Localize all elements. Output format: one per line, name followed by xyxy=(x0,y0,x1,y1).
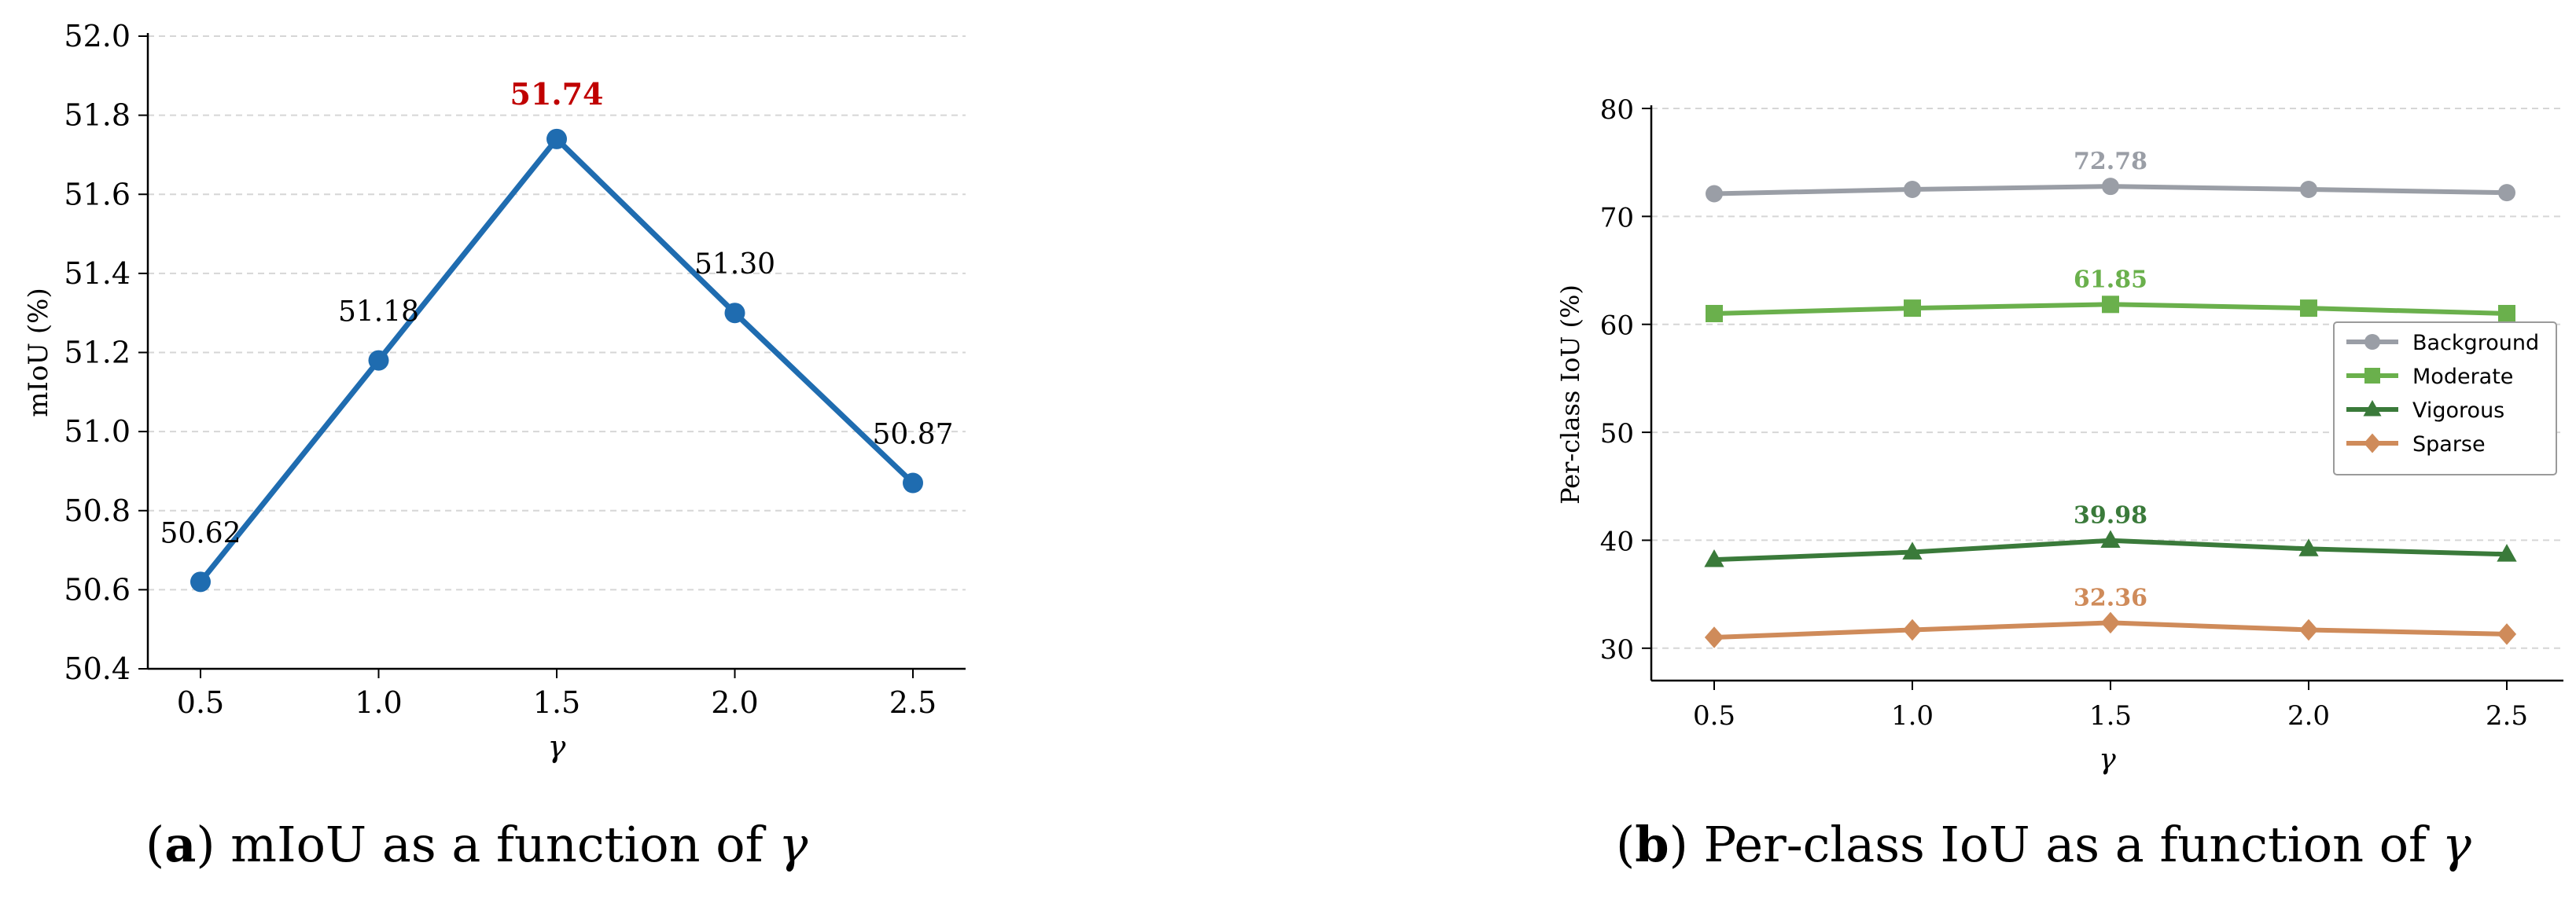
y-tick-label: 51.2 xyxy=(64,336,131,370)
y-tick-label: 60 xyxy=(1600,310,1634,342)
peak-label: 61.85 xyxy=(2074,266,2147,293)
data-point xyxy=(2300,299,2317,318)
legend-label: Vigorous xyxy=(2412,398,2504,423)
data-point xyxy=(2298,619,2319,641)
series-line xyxy=(198,136,915,584)
peak-label: 72.78 xyxy=(2074,148,2147,175)
data-point xyxy=(2298,538,2319,556)
data-point xyxy=(1706,304,1723,322)
y-tick-label: 50.4 xyxy=(64,652,131,686)
x-tick-label: 2.5 xyxy=(889,685,937,720)
legend-marker xyxy=(2364,433,2381,453)
data-point xyxy=(903,472,923,494)
y-axis-label: Per-class IoU (%) xyxy=(1555,284,1585,505)
x-tick-label: 2.0 xyxy=(2287,700,2330,732)
data-point xyxy=(1904,299,1921,318)
data-point xyxy=(1902,619,1923,641)
data-point xyxy=(368,350,389,371)
series-background: 72.78 xyxy=(1706,148,2515,203)
data-point xyxy=(2300,181,2317,199)
y-tick-label: 40 xyxy=(1600,526,1634,557)
data-label: 51.18 xyxy=(338,296,419,329)
y-tick-label: 30 xyxy=(1600,634,1634,666)
chart-mious-vs-gamma: 50.4 50.6 50.8 51.0 51.2 51.4 51.6 51.8 52.0 0.5 1… xyxy=(23,19,966,764)
x-tick-label: 2.5 xyxy=(2486,700,2528,732)
y-tick-label: 51.0 xyxy=(64,414,131,449)
data-point xyxy=(2497,623,2517,645)
y-tick-label: 51.8 xyxy=(64,98,131,133)
legend: Background Moderate Vigorous Sparse xyxy=(2333,321,2557,475)
peak-label: 32.36 xyxy=(2074,584,2147,611)
caption-b: (b) Per-class IoU as a function of γ xyxy=(1616,816,2471,873)
x-tick-label: 1.5 xyxy=(533,685,580,720)
x-axis-label: γ xyxy=(548,729,566,764)
x-tick-label: 2.0 xyxy=(711,685,758,720)
y-tick-label: 51.4 xyxy=(64,256,131,291)
data-point xyxy=(546,128,567,149)
legend-label: Moderate xyxy=(2412,365,2513,389)
data-point xyxy=(2100,530,2121,549)
caption-a: (a) mIoU as a function of γ xyxy=(145,816,808,873)
data-point xyxy=(190,571,211,593)
data-point xyxy=(2498,184,2515,202)
data-point xyxy=(724,303,745,324)
y-tick-label: 50 xyxy=(1600,418,1634,450)
y-tick-label: 50.6 xyxy=(64,572,131,607)
x-tick-label: 1.5 xyxy=(2089,700,2132,732)
legend-marker xyxy=(2363,400,2382,417)
chart-per-class-iou-vs-gamma: 30 40 50 60 70 80 0.5 1.0 1.5 2.0 2.5 γ Per-class Io… xyxy=(1555,94,2563,776)
data-label: 51.30 xyxy=(694,248,775,281)
y-tick-label: 70 xyxy=(1600,202,1634,233)
legend-label: Background xyxy=(2412,331,2539,355)
data-point xyxy=(2102,295,2119,314)
x-tick-label: 1.0 xyxy=(355,685,402,720)
y-tick-label: 51.6 xyxy=(64,177,131,211)
data-point xyxy=(2498,304,2515,322)
data-point xyxy=(1902,541,1923,560)
data-point xyxy=(1704,549,1724,567)
x-tick-label: 0.5 xyxy=(1693,700,1735,732)
data-point xyxy=(2497,544,2517,562)
x-tick-label: 0.5 xyxy=(177,685,224,720)
y-tick-label: 52.0 xyxy=(64,19,131,53)
data-point xyxy=(1904,181,1921,199)
data-point xyxy=(2102,178,2119,196)
x-axis-label: γ xyxy=(2099,743,2116,776)
legend-marker xyxy=(2364,334,2380,350)
y-tick-label: 50.8 xyxy=(64,494,131,528)
legend-box xyxy=(2333,321,2557,475)
x-tick-label: 1.0 xyxy=(1891,700,1934,732)
legend-label: Sparse xyxy=(2412,432,2486,457)
peak-label: 39.98 xyxy=(2074,502,2147,530)
data-point xyxy=(1706,185,1723,203)
y-tick-label: 80 xyxy=(1600,94,1634,126)
series-vigorous: 39.98 xyxy=(1704,502,2517,567)
data-label: 50.62 xyxy=(160,517,241,549)
data-label: 50.87 xyxy=(872,419,953,451)
y-axis-label: mIoU (%) xyxy=(23,288,54,417)
data-label-max: 51.74 xyxy=(510,76,604,112)
legend-marker xyxy=(2364,368,2380,384)
series-moderate: 61.85 xyxy=(1706,266,2515,322)
series-sparse: 32.36 xyxy=(1704,584,2517,648)
data-point xyxy=(2100,611,2121,634)
data-point xyxy=(1704,626,1724,648)
